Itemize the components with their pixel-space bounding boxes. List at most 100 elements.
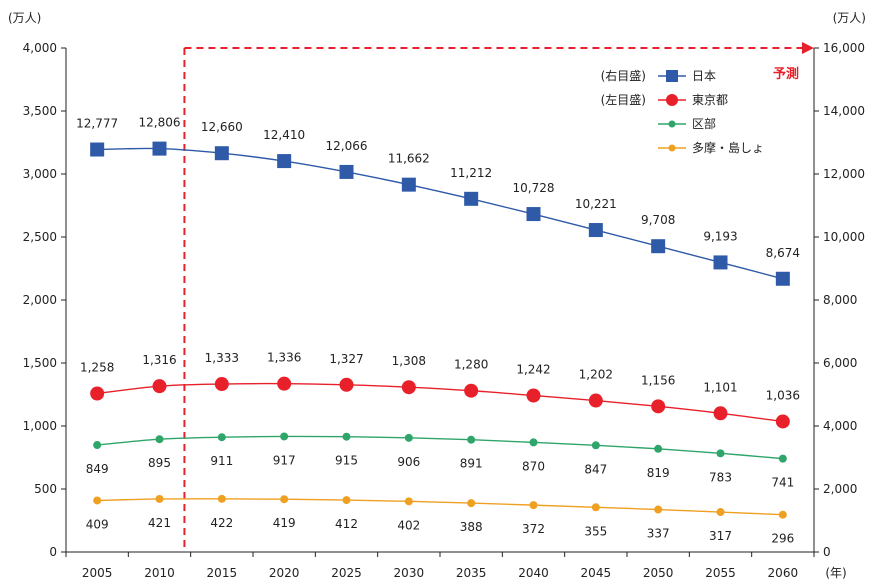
- data-point-区部: [93, 441, 102, 450]
- data-label-多摩・島しょ: 296: [771, 532, 794, 546]
- data-point-多摩・島しょ: [93, 496, 102, 505]
- data-point-日本: [526, 207, 541, 222]
- data-label-日本: 11,212: [450, 166, 492, 180]
- data-label-東京都: 1,036: [766, 388, 800, 402]
- left-tick-label: 4,000: [23, 41, 57, 55]
- legend-marker-多摩・島しょ: [668, 144, 676, 152]
- legend-label-東京都: 東京都: [692, 93, 728, 107]
- data-label-東京都: 1,156: [641, 373, 675, 387]
- right-tick-label: 14,000: [823, 104, 865, 118]
- series-line-多摩・島しょ: [97, 498, 783, 516]
- left-tick-label: 3,500: [23, 104, 57, 118]
- legend-label-日本: 日本: [692, 69, 716, 83]
- legend-marker-日本: [666, 70, 678, 82]
- data-point-区部: [778, 454, 787, 463]
- data-point-多摩・島しょ: [778, 510, 787, 519]
- data-label-日本: 10,221: [575, 197, 617, 211]
- data-point-区部: [342, 432, 351, 441]
- right-tick-label: 8,000: [823, 293, 857, 307]
- data-point-区部: [591, 441, 600, 450]
- data-point-区部: [155, 435, 164, 444]
- right-tick-label: 4,000: [823, 419, 857, 433]
- data-point-多摩・島しょ: [529, 501, 538, 510]
- legend-left-axis-note: (左目盛): [601, 92, 646, 107]
- data-label-日本: 12,660: [201, 120, 243, 134]
- data-label-日本: 9,193: [703, 229, 737, 243]
- left-tick-label: 2,000: [23, 293, 57, 307]
- data-point-区部: [716, 449, 725, 458]
- data-point-東京都: [339, 377, 354, 392]
- data-label-区部: 783: [709, 470, 732, 484]
- data-label-区部: 847: [584, 462, 607, 476]
- data-label-多摩・島しょ: 421: [148, 516, 171, 530]
- x-tick-label: 2035: [456, 566, 487, 580]
- data-label-日本: 10,728: [513, 181, 555, 195]
- x-tick-label: 2005: [82, 566, 113, 580]
- data-label-区部: 891: [460, 457, 483, 471]
- data-label-多摩・島しょ: 419: [273, 516, 296, 530]
- right-tick-label: 12,000: [823, 167, 865, 181]
- data-label-区部: 870: [522, 459, 545, 473]
- data-label-区部: 917: [273, 453, 296, 467]
- data-label-東京都: 1,308: [392, 354, 426, 368]
- data-point-日本: [339, 164, 354, 179]
- left-tick-label: 2,500: [23, 230, 57, 244]
- data-point-日本: [214, 146, 229, 161]
- data-point-日本: [775, 271, 790, 286]
- series-line-区部: [97, 435, 783, 460]
- data-point-区部: [529, 438, 538, 447]
- data-point-東京都: [90, 386, 105, 401]
- data-label-東京都: 1,242: [516, 363, 550, 377]
- left-tick-label: 500: [34, 482, 57, 496]
- data-point-東京都: [401, 380, 416, 395]
- data-point-多摩・島しょ: [467, 499, 476, 508]
- data-point-区部: [467, 435, 476, 444]
- data-label-日本: 12,410: [263, 128, 305, 142]
- data-point-多摩・島しょ: [716, 508, 725, 517]
- data-point-日本: [464, 191, 479, 206]
- data-point-区部: [217, 433, 226, 442]
- series-line-日本: [97, 147, 784, 280]
- data-label-区部: 906: [397, 455, 420, 469]
- data-point-東京都: [713, 406, 728, 421]
- data-label-区部: 849: [86, 462, 109, 476]
- data-label-多摩・島しょ: 388: [460, 520, 483, 534]
- left-tick-label: 0: [49, 545, 57, 559]
- legend-label-多摩・島しょ: 多摩・島しょ: [692, 140, 764, 155]
- data-label-東京都: 1,202: [579, 368, 613, 382]
- data-point-日本: [90, 142, 105, 157]
- data-point-日本: [152, 141, 167, 156]
- left-axis-unit: (万人): [8, 11, 41, 25]
- x-tick-label: 2055: [705, 566, 736, 580]
- data-label-区部: 819: [647, 466, 670, 480]
- data-point-東京都: [277, 376, 292, 391]
- data-point-日本: [277, 154, 292, 169]
- data-label-区部: 895: [148, 456, 171, 470]
- data-label-区部: 741: [771, 476, 794, 490]
- data-point-多摩・島しょ: [280, 495, 289, 504]
- data-point-東京都: [775, 414, 790, 429]
- x-tick-label: 2040: [518, 566, 549, 580]
- axes: 0 500 1,000 1,500 2,000 2,500 3,000 3,500 4,000 0…: [8, 11, 866, 580]
- data-point-日本: [401, 177, 416, 192]
- data-label-日本: 9,708: [641, 213, 675, 227]
- data-point-東京都: [651, 399, 666, 414]
- legend-marker-区部: [668, 120, 676, 128]
- data-label-東京都: 1,101: [703, 380, 737, 394]
- data-point-多摩・島しょ: [342, 496, 351, 505]
- data-label-東京都: 1,280: [454, 358, 488, 372]
- x-tick-label: 2050: [643, 566, 674, 580]
- data-label-多摩・島しょ: 372: [522, 522, 545, 536]
- data-point-日本: [588, 223, 603, 238]
- left-tick-label: 1,500: [23, 356, 57, 370]
- right-tick-label: 0: [823, 545, 831, 559]
- data-point-多摩・島しょ: [155, 494, 164, 503]
- x-tick-label: 2060: [768, 566, 799, 580]
- x-axis-unit: (年): [825, 566, 846, 580]
- right-tick-label: 6,000: [823, 356, 857, 370]
- data-point-東京都: [526, 388, 541, 403]
- right-axis-unit: (万人): [833, 11, 866, 25]
- data-point-多摩・島しょ: [217, 494, 226, 503]
- legend-right-axis-note: (右目盛): [601, 68, 646, 83]
- data-point-区部: [280, 432, 289, 441]
